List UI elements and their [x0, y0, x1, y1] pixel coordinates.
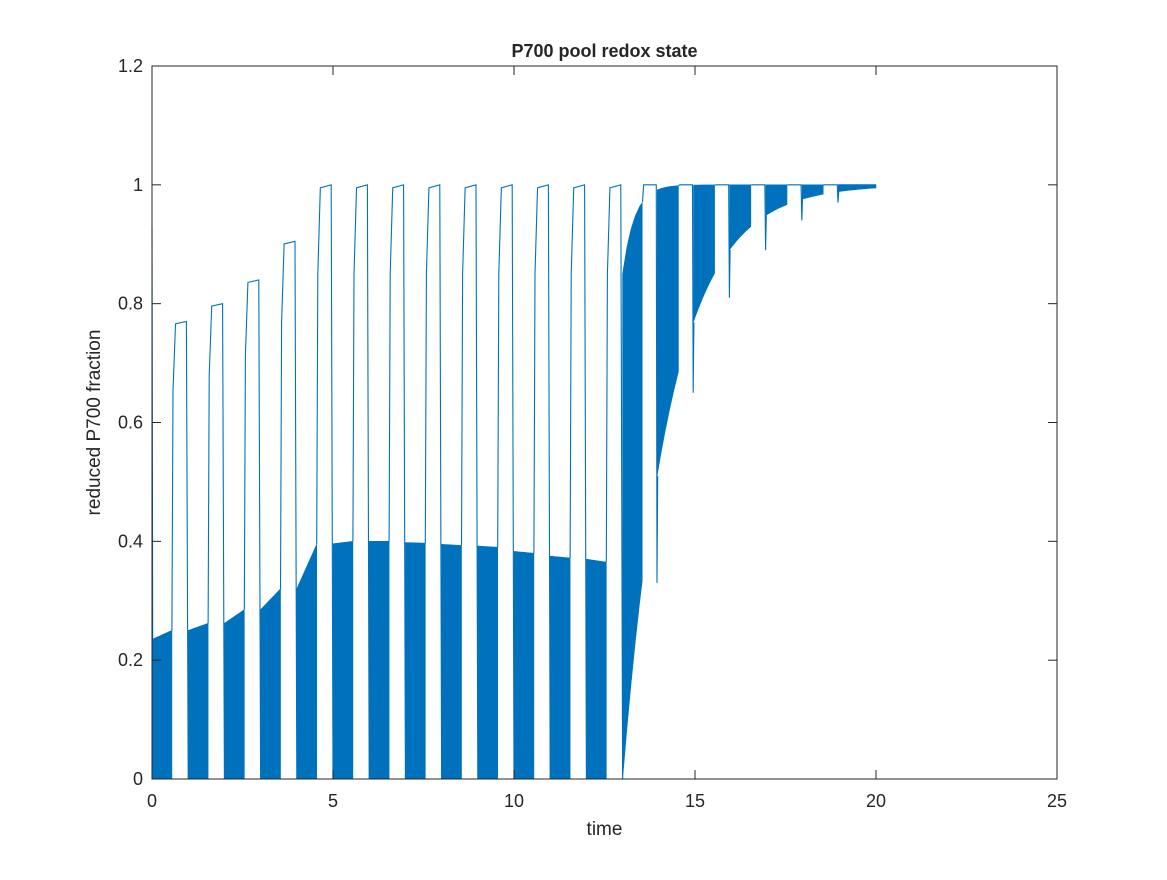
y-tick-label: 0.8 — [118, 294, 143, 314]
pulse-trace — [424, 184, 443, 780]
pulse-trace — [207, 302, 226, 780]
late-pulse-trace — [678, 184, 695, 393]
y-tick-label: 0.4 — [118, 531, 143, 551]
pulse-trace — [316, 184, 335, 780]
y-tick-label: 0.6 — [118, 413, 143, 433]
pulse-trace — [243, 279, 262, 780]
y-tick-label: 1 — [133, 175, 143, 195]
pulse-trace — [460, 184, 480, 780]
y-tick-label: 1.2 — [118, 56, 143, 76]
x-axis-label: time — [587, 819, 623, 840]
x-tick-label: 5 — [328, 791, 338, 811]
x-tick-label: 25 — [1047, 791, 1067, 811]
late-pulse-gap — [823, 172, 838, 661]
x-tick-label: 10 — [504, 791, 524, 811]
dark-phase-band — [549, 555, 571, 780]
chart-title: P700 pool redox state — [511, 41, 697, 61]
dark-phase-band — [441, 543, 462, 780]
dark-phase-band — [224, 609, 245, 780]
dark-phase-band — [332, 540, 354, 780]
late-pulse-gap — [751, 172, 766, 661]
pulse-trace — [569, 184, 588, 780]
pulse-trace — [171, 320, 190, 780]
late-pulse-gap — [787, 172, 802, 661]
late-pulse-gap — [678, 172, 694, 661]
y-tick-label: 0.2 — [118, 650, 143, 670]
late-pulse-gap — [642, 172, 657, 661]
y-tick-label: 0 — [133, 769, 143, 789]
dark-phase-band — [513, 551, 535, 780]
dark-phase-band — [296, 544, 318, 780]
late-pulse-gap — [714, 172, 730, 661]
pulse-trace — [533, 184, 552, 780]
dark-phase-band — [368, 541, 390, 780]
x-tick-label: 0 — [147, 791, 157, 811]
late-pulse-trace — [641, 184, 659, 583]
x-tick-label: 15 — [685, 791, 705, 811]
dark-phase-band — [586, 558, 607, 780]
late-pulse-trace — [751, 184, 767, 251]
data-layer — [151, 172, 877, 780]
late-pulse-trace — [823, 184, 840, 203]
pulse-trace — [388, 184, 407, 780]
ticks-layer: 0 5 10 15 20 25 0 0.2 0.4 0.6 0.8 1 1.2 — [118, 56, 1067, 811]
dark-phase-band — [151, 629, 173, 780]
pulse-trace — [279, 240, 299, 780]
late-pulse-trace — [714, 184, 731, 298]
dark-phase-band — [405, 542, 426, 780]
dark-phase-band — [187, 622, 209, 780]
x-tick-label: 20 — [866, 791, 886, 811]
y-axis-label: reduced P700 fraction — [84, 330, 105, 516]
pulse-trace — [352, 184, 371, 780]
dark-phase-band — [477, 545, 499, 780]
pulse-trace — [497, 184, 516, 780]
dark-phase-band — [260, 588, 281, 780]
late-pulse-trace — [787, 184, 804, 221]
